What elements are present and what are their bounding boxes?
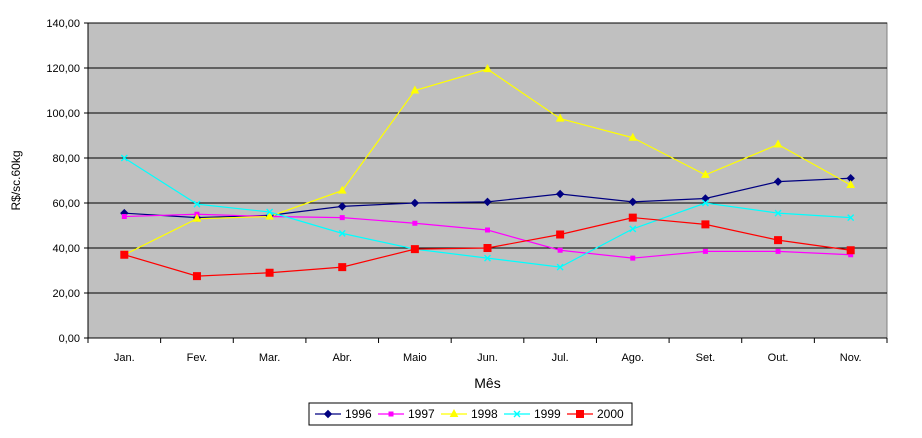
x-tick-label: Nov. (840, 352, 862, 364)
legend-label: 1996 (345, 407, 372, 421)
legend-label: 1997 (408, 407, 435, 421)
data-point-2000 (410, 245, 419, 254)
data-point-2000 (701, 220, 710, 229)
y-tick-label: 0,00 (59, 333, 80, 345)
data-point-1999 (120, 154, 128, 162)
x-tick-label: Abr. (332, 352, 352, 364)
data-point-1996 (410, 198, 420, 208)
y-tick-label: 20,00 (52, 288, 80, 300)
x-tick-label: Maio (403, 352, 427, 364)
data-point-1998 (846, 179, 856, 188)
legend-swatch-marker (388, 411, 394, 417)
x-axis-title: Mês (474, 375, 500, 391)
data-point-1997 (702, 248, 708, 254)
data-point-1997 (630, 255, 636, 261)
data-point-1998 (192, 213, 202, 222)
data-point-2000 (628, 213, 637, 222)
data-point-2000 (774, 236, 783, 245)
data-point-1997 (121, 214, 127, 219)
legend: 1996 1997 1998 1999 2000 (308, 402, 633, 426)
data-point-1998 (628, 132, 638, 141)
legend-swatch-marker (513, 410, 521, 418)
data-point-2000 (265, 268, 274, 277)
data-point-1999 (338, 229, 346, 237)
data-point-1999 (193, 200, 201, 208)
legend-swatch-marker (449, 408, 459, 417)
x-axis-ticks: Jan. Fev. Mar. Abr. Maio Jun. Jul. Ago. Set. Out.… (87, 338, 888, 364)
legend-label: 1998 (471, 407, 498, 421)
data-point-2000 (120, 250, 129, 259)
data-point-1998 (265, 211, 274, 220)
legend-box (308, 402, 633, 426)
data-point-1999 (266, 208, 274, 216)
data-point-1997 (775, 248, 781, 254)
data-point-1997 (485, 227, 490, 233)
y-tick-label: 80,00 (52, 153, 80, 165)
legend-label: 2000 (597, 407, 624, 421)
x-tick-label: Jun. (477, 352, 498, 364)
data-point-1998 (337, 185, 347, 194)
series-markers (119, 64, 856, 281)
data-point-1996 (773, 177, 783, 186)
data-point-1997 (557, 247, 563, 253)
data-point-1999 (629, 225, 637, 233)
y-axis-title: R$/sc.60kg (9, 150, 23, 210)
data-point-1999 (556, 263, 564, 271)
data-point-2000 (846, 246, 855, 255)
x-tick-label: Set. (696, 352, 716, 364)
legend-swatch-marker (576, 410, 584, 418)
x-tick-label: Jul. (552, 352, 569, 364)
data-point-2000 (556, 230, 565, 239)
data-point-1996 (701, 194, 710, 203)
legend-swatch-marker (323, 409, 333, 419)
data-point-1997 (412, 220, 418, 226)
x-tick-label: Mar. (259, 352, 280, 364)
y-axis-ticks: 0,00 20,00 40,00 60,00 80,00 100,00 120,00 140,… (46, 18, 88, 345)
data-point-1997 (848, 252, 854, 258)
data-point-1998 (483, 64, 492, 73)
plot-area (87, 22, 888, 339)
x-tick-label: Fev. (187, 352, 208, 364)
x-tick-label: Ago. (621, 352, 644, 364)
y-tick-label: 140,00 (46, 18, 80, 30)
data-point-2000 (338, 263, 347, 272)
x-tick-label: Jan. (114, 352, 135, 364)
y-tick-label: 120,00 (46, 63, 80, 75)
data-point-1996 (338, 202, 347, 211)
gridlines (87, 22, 887, 339)
data-point-1998 (773, 139, 783, 148)
x-tick-label: Out. (768, 352, 789, 364)
y-tick-label: 60,00 (52, 198, 80, 210)
data-point-2000 (483, 244, 492, 252)
data-point-1998 (701, 169, 710, 178)
data-point-1999 (774, 209, 782, 217)
y-tick-label: 40,00 (52, 243, 80, 255)
legend-label: 1999 (534, 407, 561, 421)
data-point-1997 (339, 215, 345, 221)
data-point-1999 (701, 199, 709, 207)
y-tick-label: 100,00 (46, 108, 80, 120)
data-point-1998 (555, 113, 565, 122)
data-point-1998 (410, 85, 420, 94)
data-point-1999 (484, 254, 491, 262)
data-point-1996 (628, 197, 637, 207)
data-point-2000 (192, 272, 201, 281)
data-point-1996 (555, 189, 565, 199)
data-point-1996 (483, 197, 492, 207)
data-point-1999 (847, 214, 855, 222)
